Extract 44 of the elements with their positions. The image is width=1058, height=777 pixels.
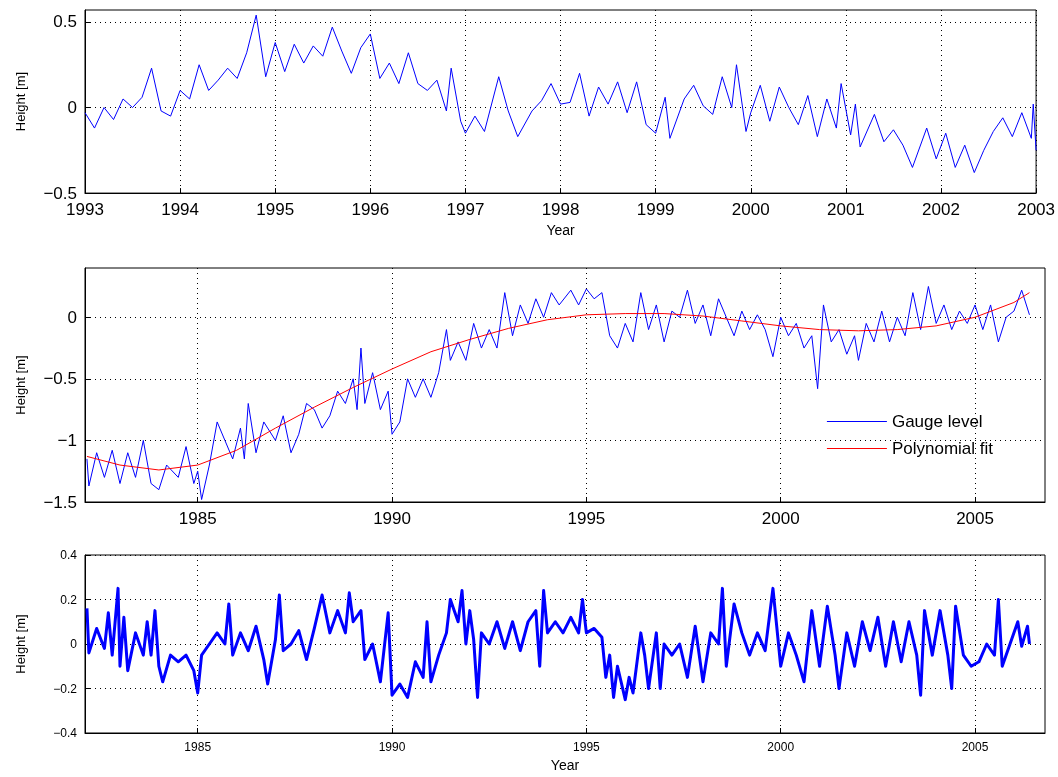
- y-tick-label: −0.5: [43, 183, 77, 203]
- y-tick-label: 0.2: [60, 592, 78, 607]
- y-tick-label: 0: [70, 637, 78, 651]
- line-series: [84, 14, 1037, 174]
- y-axis-title: Height [m]: [13, 355, 28, 415]
- x-tick-label: 1990: [378, 740, 406, 754]
- x-tick-label: 2000: [731, 200, 770, 220]
- y-tick-label: −0.5: [43, 369, 77, 389]
- x-tick-label: 1985: [184, 740, 212, 754]
- legend-label: Gauge level: [891, 412, 983, 431]
- y-axis-title: Height [m]: [13, 614, 28, 674]
- y-tick-label: 0.4: [60, 548, 78, 562]
- x-tick-label: 1985: [178, 509, 217, 528]
- line-series: [86, 285, 1030, 501]
- x-tick-label: 1995: [256, 200, 295, 220]
- x-axis-title: Year: [546, 222, 576, 238]
- x-tick-label: 1994: [161, 200, 200, 220]
- x-tick-label: 1997: [446, 200, 485, 220]
- x-tick-label: 1990: [373, 509, 411, 528]
- y-axis-title: Height [m]: [13, 71, 28, 132]
- line-series: [85, 586, 1031, 702]
- x-tick-label: 1996: [351, 200, 390, 220]
- y-tick-label: 0: [67, 98, 77, 118]
- y-tick-label: 0: [67, 307, 77, 327]
- x-tick-label: 1998: [541, 200, 580, 220]
- y-tick-label: −1.5: [43, 492, 77, 512]
- x-tick-label: 1995: [573, 740, 601, 754]
- x-tick-label: 1995: [567, 509, 606, 528]
- x-tick-label: 2002: [922, 200, 960, 220]
- legend-label: Polynomial fit: [891, 439, 994, 458]
- y-tick-label: −0.4: [53, 726, 78, 740]
- x-tick-label: 2005: [961, 740, 989, 754]
- x-tick-label: 2001: [826, 200, 865, 220]
- y-tick-label: −1: [57, 430, 77, 450]
- x-tick-label: 1999: [636, 200, 675, 220]
- x-tick-label: 2005: [956, 509, 994, 528]
- x-tick-label: 2000: [767, 740, 795, 754]
- x-axis-title: Year: [550, 756, 580, 773]
- x-tick-label: 2003: [1017, 200, 1055, 220]
- x-tick-label: 1993: [66, 200, 104, 220]
- y-tick-label: 0.5: [53, 12, 77, 32]
- y-tick-label: −0.2: [53, 681, 78, 696]
- line-series: [86, 292, 1030, 471]
- x-tick-label: 2000: [761, 509, 800, 528]
